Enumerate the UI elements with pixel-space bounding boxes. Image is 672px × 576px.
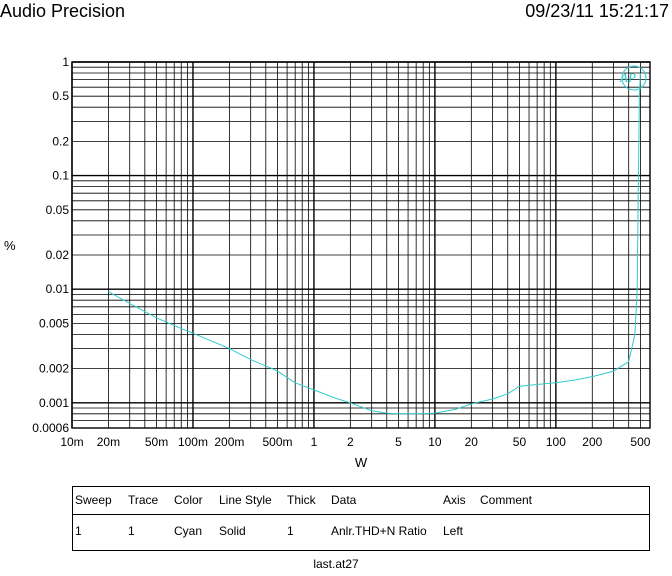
x-tick-label: 10 [428, 435, 442, 449]
y-tick-label: 0.01 [46, 282, 70, 296]
x-tick-label: 50m [145, 435, 168, 449]
y-tick-label: 0.1 [52, 169, 69, 183]
x-tick-label: 200m [214, 435, 244, 449]
legend-cell-trace: 1 [128, 524, 135, 538]
legend-header-trace: Trace [128, 493, 159, 507]
plot-border [71, 61, 651, 429]
ap-logo-icon: AP [619, 65, 647, 91]
thd-chart: 10m 20m 50m 100m 200m 500m 1 2 5 10 20 50 100 200 500 1… [4, 55, 651, 470]
y-tick-label: 0.2 [52, 134, 69, 148]
x-tick-label: 50 [513, 435, 527, 449]
x-tick-label: 5 [395, 435, 402, 449]
legend-cell-data: Anlr.THD+N Ratio [331, 524, 427, 538]
x-tick-label: 100m [178, 435, 208, 449]
legend-header-axis: Axis [443, 493, 466, 507]
x-tick-label: 2 [347, 435, 354, 449]
y-tick-label: 0.0006 [32, 421, 69, 435]
y-tick-label: 0.02 [46, 248, 70, 262]
legend-header-comment: Comment [480, 493, 533, 507]
legend-header-line-style: Line Style [219, 493, 272, 507]
legend-cell-axis: Left [443, 524, 464, 538]
x-tick-label: 200 [582, 435, 602, 449]
legend-cell-color: Cyan [174, 524, 203, 538]
svg-text:AP: AP [619, 70, 636, 85]
x-tick-label: 500m [263, 435, 293, 449]
x-tick-label: 10m [60, 435, 83, 449]
x-tick-label: 20m [97, 435, 120, 449]
legend-header-color: Color [174, 493, 203, 507]
legend-cell-line-style: Solid [219, 524, 246, 538]
legend-header-sweep: Sweep [75, 493, 112, 507]
y-axis-label: % [4, 238, 16, 253]
y-tick-label: 0.05 [46, 203, 70, 217]
chart-ticks: 10m 20m 50m 100m 200m 500m 1 2 5 10 20 50 100 200 500 1… [32, 55, 650, 449]
x-tick-label: 100 [546, 435, 566, 449]
x-axis-label: W [355, 455, 368, 470]
app-title: Audio Precision [0, 1, 126, 21]
y-tick-label: 1 [62, 55, 69, 69]
legend-cell-sweep: 1 [75, 524, 82, 538]
y-tick-label: 0.002 [39, 362, 69, 376]
datetime-stamp: 09/23/11 15:21:17 [525, 1, 669, 21]
chart-grid [71, 61, 651, 429]
legend-header-thick: Thick [287, 493, 316, 507]
y-tick-label: 0.001 [39, 396, 69, 410]
x-tick-label: 1 [311, 435, 318, 449]
y-tick-label: 0.005 [39, 316, 69, 330]
legend-divider [73, 514, 649, 515]
series-line [108, 72, 641, 415]
legend-table: Sweep Trace Color Line Style Thick Data … [72, 486, 650, 551]
x-tick-label: 20 [465, 435, 479, 449]
x-tick-label: 500 [630, 435, 650, 449]
legend-cell-thick: 1 [287, 524, 294, 538]
legend-header-data: Data [331, 493, 357, 507]
footer-filename: last.at27 [313, 557, 359, 571]
y-tick-label: 0.5 [52, 89, 69, 103]
